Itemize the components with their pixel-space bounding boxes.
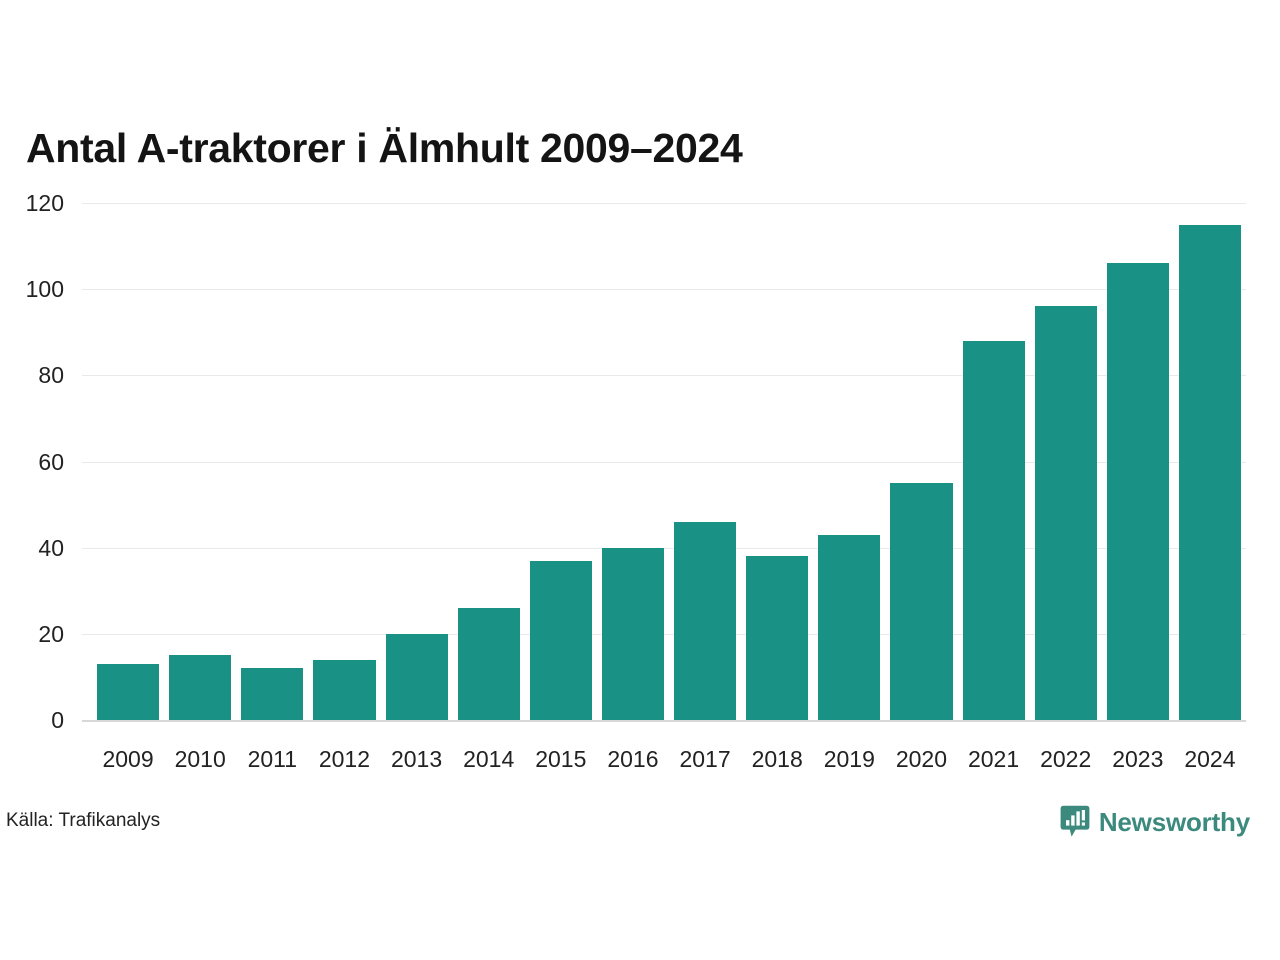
x-axis-tick-label: 2013 (390, 746, 443, 772)
bar[interactable] (674, 521, 737, 720)
x-axis-tick-label: 2021 (967, 746, 1020, 772)
bar[interactable] (1178, 224, 1241, 720)
gridline (82, 289, 1246, 291)
bar[interactable] (746, 556, 809, 720)
source-note: Källa: Trafikanalys (6, 810, 161, 831)
x-axis-tick-label: 2018 (751, 746, 803, 772)
bar[interactable] (1034, 306, 1097, 720)
bar[interactable] (890, 483, 953, 720)
x-axis-tick-label: 2019 (823, 746, 875, 772)
x-axis-tick-label: 2015 (535, 746, 587, 772)
newsworthy-logo-icon (1060, 805, 1090, 837)
gridline (82, 461, 1246, 463)
bar[interactable] (241, 668, 304, 720)
gridline (82, 375, 1246, 377)
y-axis-tick-label: 80 (38, 362, 64, 389)
y-axis-tick-label: 60 (38, 448, 64, 475)
x-axis-tick-label: 2012 (318, 746, 371, 772)
gridline (82, 720, 1246, 722)
newsworthy-logo: Newsworthy (1060, 802, 1250, 842)
bar[interactable] (601, 547, 664, 720)
bar[interactable] (313, 659, 376, 720)
x-axis-tick-label: 2022 (1040, 746, 1092, 772)
x-axis-tick-label: 2017 (679, 746, 731, 772)
bar[interactable] (818, 534, 881, 720)
y-axis-tick-label: 40 (38, 534, 64, 561)
y-axis-tick-label: 0 (51, 707, 64, 733)
gridline (82, 203, 1246, 204)
bar[interactable] (1106, 263, 1169, 720)
chart-title: Antal A-traktorer i Älmhult 2009–2024 (26, 125, 743, 171)
newsworthy-logo-text: Newsworthy (1098, 807, 1250, 837)
gridline (82, 547, 1246, 549)
x-axis-tick-label: 2010 (174, 746, 226, 772)
x-axis-tick-label: 2024 (1184, 746, 1236, 772)
x-axis-tick-label: 2016 (607, 746, 659, 772)
bar[interactable] (457, 607, 520, 720)
y-axis-tick-label: 120 (25, 190, 64, 216)
y-axis-tick-label: 100 (25, 276, 64, 303)
bar[interactable] (169, 655, 232, 720)
x-axis-tick-label: 2023 (1112, 746, 1164, 772)
x-axis-tick-label: 2011 (247, 746, 298, 772)
bar[interactable] (385, 633, 448, 720)
bar[interactable] (529, 560, 592, 720)
x-axis-tick-label: 2009 (102, 746, 154, 772)
x-axis-tick-label: 2014 (463, 746, 515, 772)
gridline (82, 633, 1246, 635)
bar[interactable] (97, 664, 160, 720)
plot-area (82, 203, 1246, 722)
bar[interactable] (962, 340, 1025, 720)
x-axis-tick-label: 2020 (895, 746, 948, 772)
y-axis-tick-label: 20 (38, 620, 64, 647)
